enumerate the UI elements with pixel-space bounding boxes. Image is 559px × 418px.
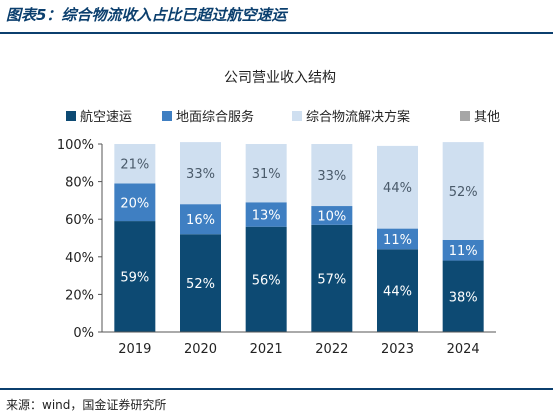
bar-segment-1-1 [180,204,221,235]
x-axis: 2019 2020 2021 2022 2023 2024 [102,331,496,357]
bars: 59% 20% 21% 52% 16% 33% 56% 13% 31% 57% 10% 33% 44% 1… [114,142,484,332]
data-label-1-0: 52% [186,277,215,292]
top-rule [0,32,553,34]
data-label-5-0: 38% [449,290,478,305]
data-label-5-2: 52% [449,185,478,200]
legend-label-0: 航空速运 [80,109,132,125]
x-tick-label-4: 2023 [381,342,414,357]
legend-swatch-3 [460,111,470,121]
data-label-4-0: 44% [383,285,412,300]
bar-segment-0-0 [114,221,156,332]
bar-segment-4-2 [377,145,418,229]
legend-label-3: 其他 [474,110,500,125]
x-tick-label-0: 2019 [118,342,151,357]
data-label-5-1: 11% [449,244,478,259]
data-label-0-2: 21% [120,158,149,173]
y-tick-label-3: 60% [65,213,94,228]
figure-title: 图表5：综合物流收入占比已超过航空速运 [6,6,287,24]
bottom-rule [0,388,553,390]
data-label-2-0: 56% [252,273,281,288]
data-label-4-1: 11% [383,233,412,248]
legend: 航空速运 地面综合服务 综合物流解决方案 其他 [66,109,500,125]
legend-label-2: 综合物流解决方案 [306,109,410,125]
legend-swatch-1 [162,111,172,121]
bar-segment-3-2 [311,144,353,207]
bar-segment-3-0 [311,224,353,332]
x-tick-label-5: 2024 [447,342,480,357]
y-tick-label-1: 20% [65,288,94,303]
data-label-1-2: 33% [186,167,215,182]
bar-segment-4-0 [377,249,418,332]
bar-segment-5-2 [442,142,484,240]
bar-segment-2-1 [245,202,287,227]
data-label-2-2: 31% [252,167,281,182]
legend-label-1: 地面综合服务 [176,109,254,125]
source-note: 来源：wind，国金证券研究所 [6,398,167,412]
bar-segment-5-1 [442,239,484,261]
y-tick-label-4: 80% [65,176,94,191]
bar-segment-3-1 [311,206,353,225]
y-tick-label-0: 0% [73,326,94,341]
stacked-bar-chart: 公司营业收入结构 航空速运 地面综合服务 综合物流解决方案 其他 0% 20% 40% 60… [57,70,500,357]
y-tick-label-5: 100% [57,138,94,153]
bar-segment-1-2 [180,142,221,205]
bar-segment-0-1 [114,183,156,222]
legend-swatch-0 [66,111,76,121]
bar-segment-4-1 [377,228,418,250]
x-tick-label-3: 2022 [315,342,348,357]
legend-swatch-2 [292,111,302,121]
x-tick-label-2: 2021 [250,342,283,357]
data-label-4-2: 44% [383,181,412,196]
data-label-3-0: 57% [317,272,346,287]
data-label-0-0: 59% [120,271,149,286]
bar-segment-5-0 [442,260,484,332]
y-axis: 0% 20% 40% 60% 80% 100% [57,138,103,341]
data-label-2-1: 13% [252,209,281,224]
data-label-3-1: 10% [317,209,346,224]
y-tick-label-2: 40% [65,251,94,266]
data-label-3-2: 33% [317,169,346,184]
chart-title: 公司营业收入结构 [224,70,336,86]
data-label-1-1: 16% [186,213,215,228]
data-label-0-1: 20% [120,196,149,211]
bar-segment-2-0 [245,226,287,332]
bar-segment-2-2 [245,144,287,203]
bar-segment-0-2 [114,144,156,184]
x-tick-label-1: 2020 [184,342,217,357]
bar-segment-1-0 [180,234,221,332]
